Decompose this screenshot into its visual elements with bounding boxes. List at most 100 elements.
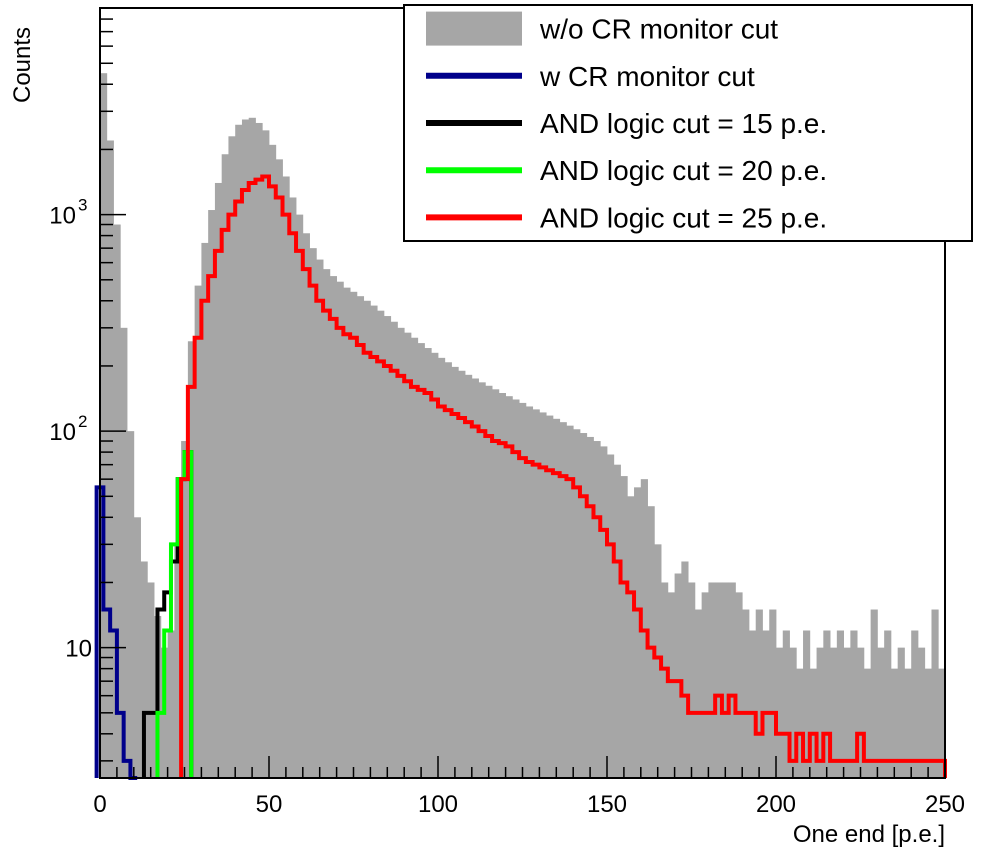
x-tick-label: 0 xyxy=(93,791,106,818)
series-0-bar xyxy=(742,609,750,778)
series-0-bar xyxy=(181,441,189,778)
series-0-bar xyxy=(235,124,243,778)
series-0-bar xyxy=(586,436,594,778)
series-0-bar xyxy=(113,224,121,778)
y-tick-exponent: 2 xyxy=(78,412,87,431)
series-0-bar xyxy=(931,609,939,778)
series-0-bar xyxy=(607,454,615,778)
series-0-bar xyxy=(688,582,696,778)
series-0-bar xyxy=(302,233,310,778)
series-0-bar xyxy=(363,300,371,778)
series-0-bar xyxy=(701,592,709,778)
series-0-bar xyxy=(532,409,540,778)
series-0-bar xyxy=(417,343,425,778)
series-0-bar xyxy=(397,327,405,778)
series-0-bar xyxy=(823,630,831,778)
series-0-bar xyxy=(654,544,662,778)
series-0-bar xyxy=(661,582,669,778)
series-0-bar xyxy=(857,647,865,778)
series-3-line xyxy=(155,450,194,778)
series-0-bar xyxy=(843,647,851,778)
series-0-bar xyxy=(248,117,256,779)
series-4-line xyxy=(179,174,947,778)
series-0-bar xyxy=(809,668,817,778)
y-tick-label: 10 xyxy=(49,419,76,446)
y-tick-label: 10 xyxy=(65,636,92,663)
series-0-bars xyxy=(100,73,946,779)
series-0-bar xyxy=(208,210,216,778)
series-0-bar xyxy=(782,630,790,778)
series-1-line xyxy=(94,485,138,780)
series-0-bar xyxy=(593,441,601,778)
series-0-bar xyxy=(194,285,202,778)
series-0-bar xyxy=(431,352,439,778)
legend-label: AND logic cut = 25 p.e. xyxy=(540,202,827,233)
series-0-bar xyxy=(877,647,885,778)
series-0-bar xyxy=(221,154,229,778)
series-0-bar xyxy=(762,630,770,778)
series-0-bar xyxy=(735,592,743,778)
series-0-bar xyxy=(133,517,141,778)
x-tick-label: 200 xyxy=(756,791,796,818)
series-0-bar xyxy=(505,396,513,778)
series-0-bar xyxy=(911,630,919,778)
series-0-bar xyxy=(100,73,108,779)
series-0-bar xyxy=(289,197,297,779)
series-0-bar xyxy=(755,609,763,778)
series-0-bar xyxy=(282,176,290,779)
series-0-bar xyxy=(336,281,344,778)
series-0-bar xyxy=(498,393,506,778)
series-0-bar xyxy=(634,487,642,778)
x-tick-label: 250 xyxy=(925,791,965,818)
legend-label: w/o CR monitor cut xyxy=(539,14,778,45)
series-0-bar xyxy=(830,647,838,778)
series-0-bar xyxy=(241,119,250,779)
series-0-bar xyxy=(715,582,723,778)
series-0-bar xyxy=(309,248,317,778)
series-0-bar xyxy=(803,630,811,778)
series-0-bar xyxy=(579,433,588,778)
series-0-bar xyxy=(356,296,365,778)
series-0-bar xyxy=(552,418,561,778)
y-tick-label: 10 xyxy=(49,203,76,230)
series-0-bar xyxy=(850,630,858,778)
series-0-bar xyxy=(424,348,432,778)
series-0-bar xyxy=(214,182,223,779)
histogram-series-layer xyxy=(94,73,947,780)
series-0-bar xyxy=(613,464,621,778)
legend-label: AND logic cut = 15 p.e. xyxy=(540,108,827,139)
series-0-bar xyxy=(546,415,554,778)
series-0-bar xyxy=(201,242,209,779)
legend: w/o CR monitor cut w CR monitor cut AND lo… xyxy=(403,4,973,242)
x-axis-title: One end [p.e.] xyxy=(793,821,945,848)
series-0-bar xyxy=(600,446,608,778)
series-0-bar xyxy=(106,140,114,779)
series-0-bar xyxy=(316,259,324,778)
series-0-bar xyxy=(681,561,689,778)
series-0-bar xyxy=(485,385,493,778)
series-0-bar xyxy=(458,370,466,778)
series-0-bar xyxy=(404,332,412,778)
series-0-bar xyxy=(904,668,912,778)
series-0-bar xyxy=(444,362,452,778)
series-0-bar xyxy=(478,382,486,778)
series-0-bar xyxy=(323,269,331,778)
series-0-bar xyxy=(836,630,844,778)
x-axis-ticks: 0 50 100 150 200 250 xyxy=(93,756,965,818)
series-0-bar xyxy=(694,609,703,778)
x-tick-label: 100 xyxy=(418,791,458,818)
series-0-bar xyxy=(390,321,398,778)
series-0-bar xyxy=(627,496,635,778)
series-0-bar xyxy=(519,402,527,778)
series-0-bar xyxy=(769,609,777,778)
series-0-bar xyxy=(296,214,304,779)
series-0-bar xyxy=(167,630,175,778)
series-0-bar xyxy=(870,609,878,778)
y-tick-exponent: 3 xyxy=(78,196,87,215)
x-tick-label: 150 xyxy=(587,791,627,818)
series-0-bar xyxy=(674,573,682,778)
series-0-bar xyxy=(350,291,358,778)
series-0-bar xyxy=(796,668,804,778)
